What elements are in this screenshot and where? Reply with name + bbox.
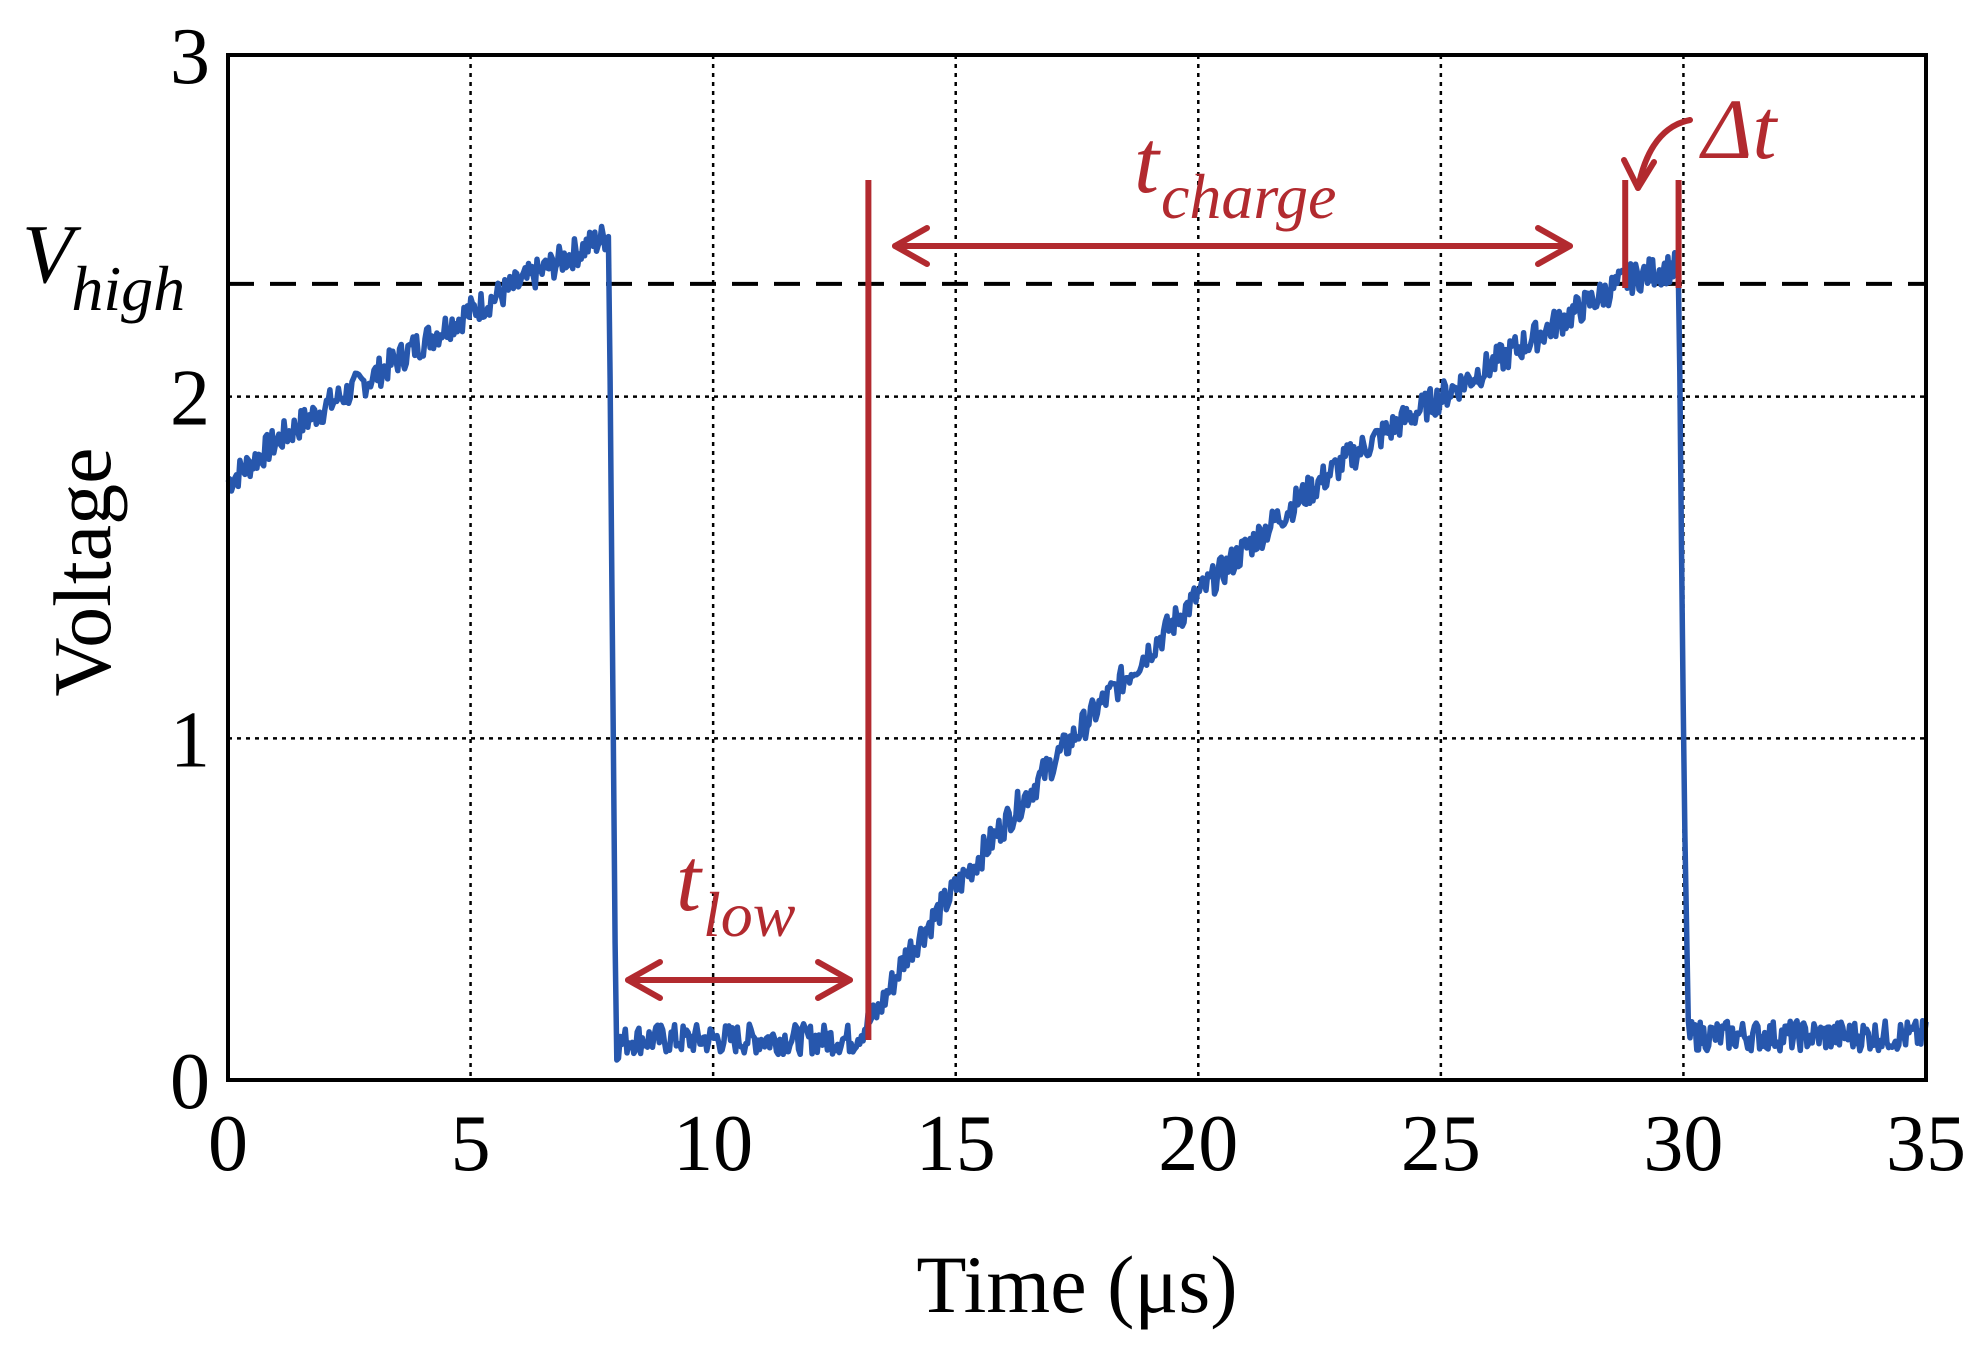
vhigh-label: Vhigh xyxy=(22,208,185,324)
t-charge-arrow-head-left xyxy=(892,225,930,267)
t-charge-sub: charge xyxy=(1161,161,1336,232)
t-low-label: tlow xyxy=(676,831,796,950)
t-low-sub: low xyxy=(703,879,796,950)
y-tick-label: 0 xyxy=(170,1038,210,1126)
series-layer xyxy=(225,223,1929,1063)
grid xyxy=(228,55,1926,1080)
series-line-voltage xyxy=(225,223,1929,1063)
annotation-markers xyxy=(865,180,1682,1040)
delta-t-arrow xyxy=(1621,117,1693,191)
t-low-arrow xyxy=(625,959,853,1001)
delta-t-arrow-curve xyxy=(1635,117,1693,191)
x-tick-labels: 0 5 10 15 20 25 30 35 xyxy=(208,1100,1966,1188)
y-axis-title: Voltage xyxy=(37,447,128,696)
t-charge-main: t xyxy=(1134,113,1161,212)
t-low-arrow-head-left xyxy=(625,959,663,1001)
vhigh-label-main: V xyxy=(22,208,82,301)
x-axis-title: Time (μs) xyxy=(916,1239,1237,1330)
y-tick-label: 1 xyxy=(170,696,210,784)
plot-frame xyxy=(226,53,1928,1082)
t-low-main: t xyxy=(676,831,703,930)
y-tick-label: 2 xyxy=(170,355,210,443)
x-tick-label: 30 xyxy=(1643,1100,1723,1188)
x-tick-label: 25 xyxy=(1401,1100,1481,1188)
x-tick-label: 35 xyxy=(1886,1100,1966,1188)
y-tick-labels: 0 1 2 3 xyxy=(170,13,210,1126)
x-tick-label: 5 xyxy=(451,1100,491,1188)
y-tick-label: 3 xyxy=(170,13,210,101)
delta-t-arrow-head xyxy=(1621,157,1657,191)
t-charge-arrow-head-right xyxy=(1535,225,1573,267)
x-tick-label: 15 xyxy=(916,1100,996,1188)
t-charge-arrow xyxy=(892,225,1573,267)
t-charge-label: tcharge xyxy=(1134,113,1336,232)
vhigh-label-sub: high xyxy=(71,253,185,324)
x-tick-label: 20 xyxy=(1158,1100,1238,1188)
x-tick-label: 0 xyxy=(208,1100,248,1188)
x-tick-label: 10 xyxy=(673,1100,753,1188)
t-low-arrow-head-right xyxy=(815,959,853,1001)
delta-t-label: Δt xyxy=(1699,81,1778,177)
